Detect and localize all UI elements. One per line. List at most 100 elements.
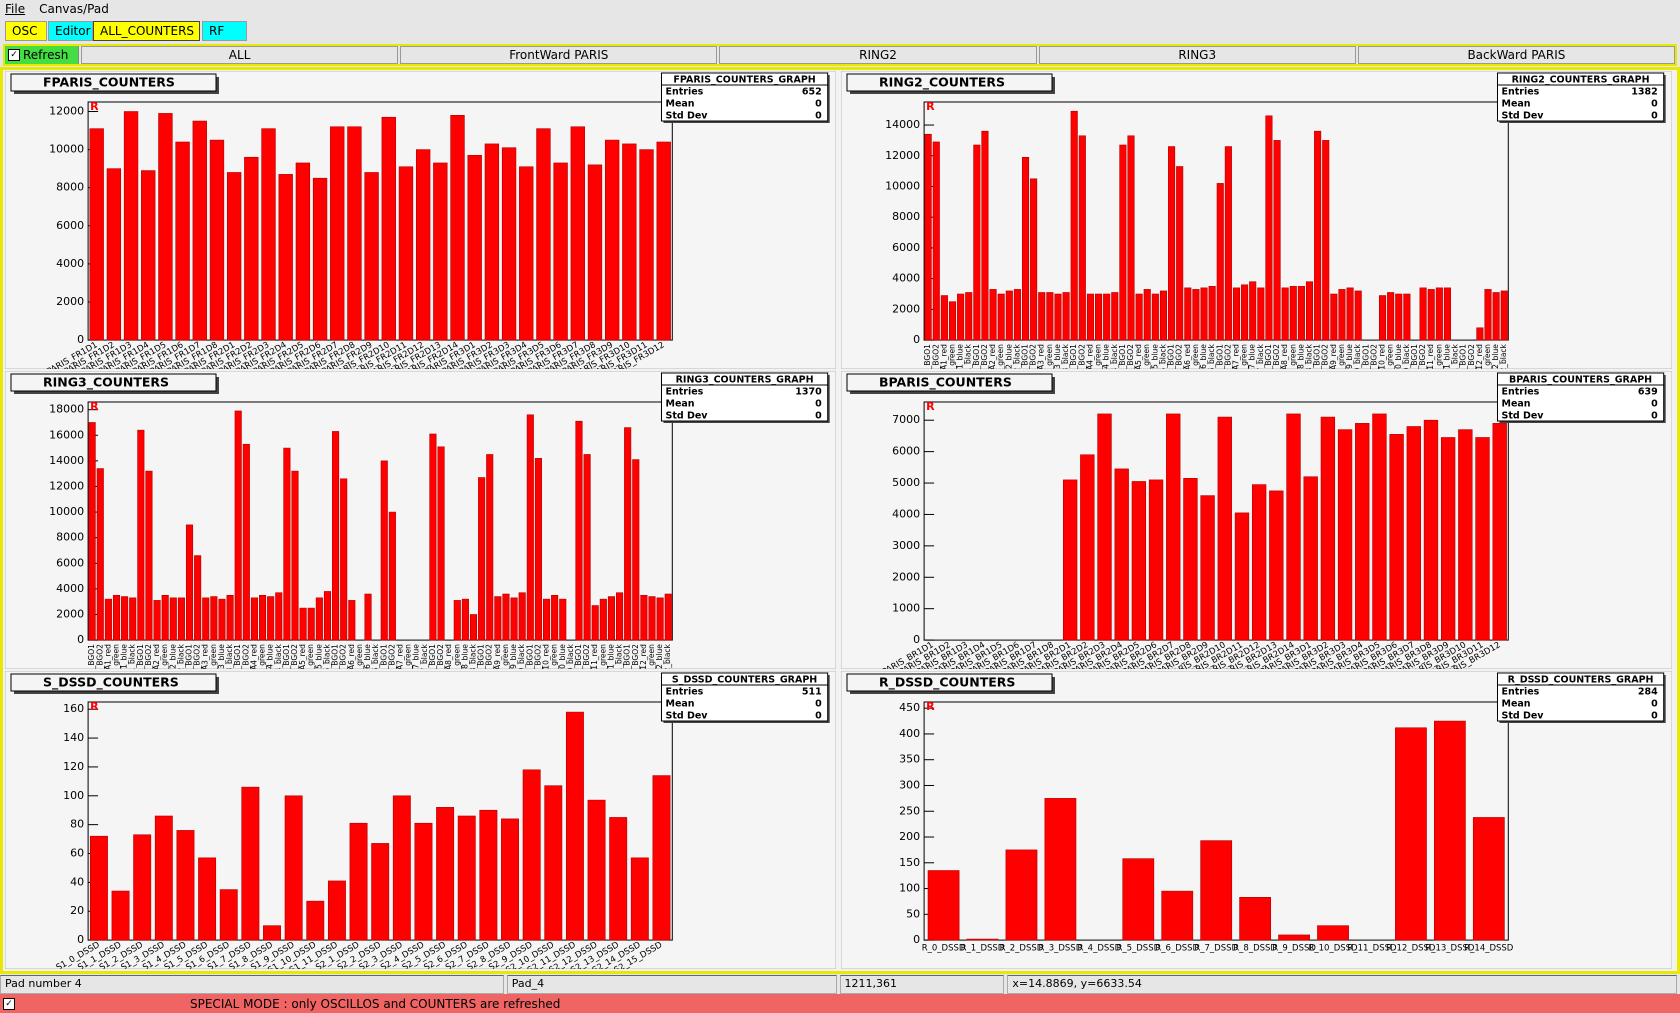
x-tick-label: R2A11_red — [1426, 344, 1435, 385]
stats-label: Entries — [1501, 87, 1539, 98]
bar — [639, 149, 654, 341]
sub-tab[interactable]: ALL — [81, 46, 399, 64]
x-tick-label: R2A3_green — [1045, 344, 1054, 390]
menu-bar: File Canvas/Pad — [0, 0, 1680, 20]
stats-value: 1370 — [795, 387, 822, 398]
stats-label: Mean — [665, 99, 694, 110]
tab[interactable]: OSC — [5, 21, 47, 41]
menu-item[interactable]: Canvas/Pad — [39, 2, 109, 16]
bar — [461, 598, 469, 641]
tab[interactable]: RF — [202, 21, 247, 41]
stats-box — [1496, 372, 1665, 422]
bar — [1354, 290, 1362, 341]
x-tick-label: R2A10_blue — [1394, 344, 1403, 389]
x-tick-label: R2A4_BGO2 — [1077, 344, 1086, 389]
bar — [371, 843, 390, 941]
x-tick-label: R_10_DSSD — [1308, 944, 1358, 954]
sub-tab[interactable]: BackWard PARIS — [1357, 46, 1676, 64]
x-tick-label: R3A7_BGO1 — [379, 644, 388, 689]
bar — [137, 429, 145, 641]
y-tick-label: 400 — [899, 727, 920, 740]
bar — [185, 524, 194, 641]
sub-tab[interactable]: FrontWard PARIS — [400, 46, 718, 64]
title-box — [10, 673, 217, 692]
bar — [997, 293, 1005, 341]
stats-label: Mean — [665, 699, 694, 710]
x-tick-label: R3A9_BGO1 — [477, 644, 486, 689]
stats-title: R_DSSD_COUNTERS_GRAPH — [1508, 675, 1654, 686]
x-tick-label: R2A11_BGO2 — [1418, 344, 1427, 394]
bar — [1281, 287, 1289, 341]
x-tick-label: R2A7_BGO2 — [1223, 344, 1232, 389]
x-tick-label: R2A1_green — [947, 344, 956, 390]
bar — [519, 166, 534, 341]
x-tick-label: R3A2_green — [160, 644, 169, 690]
bar — [1239, 897, 1272, 941]
chart-title: S_DSSD_COUNTERS — [43, 675, 179, 691]
x-tick-label: R_11_DSSD — [1347, 944, 1397, 954]
status-bar: Pad number 4 Pad_4 1211,361 x=14.8869, y… — [0, 975, 1680, 994]
bar — [154, 815, 173, 941]
y-tick-label: 60 — [70, 847, 84, 860]
y-tick-label: 12000 — [885, 149, 920, 162]
bar — [349, 822, 368, 941]
bar — [250, 597, 258, 641]
bar — [1475, 437, 1490, 641]
sub-tab[interactable]: RING3 — [1038, 46, 1356, 64]
x-tick-label: R3A1_blue — [120, 644, 129, 684]
chart-title: RING3_COUNTERS — [43, 375, 169, 391]
y-tick-label: 100 — [63, 789, 84, 802]
stats-value: 0 — [1651, 711, 1658, 722]
y-tick-label: 18000 — [49, 403, 84, 416]
bar — [1476, 327, 1484, 341]
stats-value: 0 — [815, 399, 822, 410]
x-tick-label: R2A4_green — [1094, 344, 1103, 390]
x-tick-label: R2A3_BGO2 — [1029, 344, 1038, 389]
x-tick-label: R2A9_red — [1329, 344, 1338, 380]
checkbox[interactable]: ✓ — [3, 997, 15, 1010]
x-tick-label: R3A4_blue — [266, 644, 275, 684]
checkbox[interactable]: ✓ — [8, 49, 20, 61]
x-tick-label: R3A6_BGO2 — [339, 644, 348, 689]
status-cell: 1211,361 — [839, 975, 1005, 994]
bar — [632, 459, 640, 641]
bar — [570, 126, 585, 341]
x-tick-label: R3A8_green — [452, 644, 461, 690]
sub-tab[interactable]: RING2 — [719, 46, 1037, 64]
bar — [1338, 289, 1346, 341]
pad: 01000200030004000500060007000PARIS_BR1D1… — [841, 371, 1672, 669]
x-tick-label: R3A8_red — [444, 644, 453, 680]
bar — [202, 597, 210, 641]
x-tick-label: R_8_DSSD — [1233, 944, 1277, 954]
title-box — [846, 673, 1053, 692]
y-tick-label: 20 — [70, 904, 84, 917]
y-tick-label: 150 — [899, 856, 920, 869]
refresh-button[interactable]: ✓ Refresh — [5, 46, 79, 64]
y-tick-label: 10000 — [49, 143, 84, 156]
bar — [1249, 281, 1257, 341]
x-tick-label: R2A1_red — [939, 344, 948, 380]
bar — [112, 594, 121, 641]
x-tick-label: R2A8_black — [1305, 343, 1314, 387]
bar — [192, 120, 207, 341]
bar — [1289, 286, 1297, 341]
bar — [544, 785, 563, 941]
x-tick-label: R_0_DSSD — [922, 944, 966, 954]
bar — [1005, 290, 1013, 341]
x-tick-label: R3A9_red — [493, 644, 502, 680]
tab[interactable]: ALL_COUNTERS — [93, 21, 200, 41]
bar — [194, 555, 202, 641]
y-tick-label: 6000 — [56, 219, 84, 232]
bar — [218, 598, 226, 641]
x-tick-label: R3A11_red — [590, 644, 599, 685]
bar — [153, 600, 161, 641]
stats-box — [1496, 72, 1665, 122]
menu-item[interactable]: File — [5, 2, 26, 16]
bar — [1472, 817, 1505, 941]
tab[interactable]: Editor — [48, 21, 93, 41]
x-tick-label: R3A4_BGO2 — [241, 644, 250, 689]
x-tick-label: R2A11_blue — [1442, 344, 1451, 389]
bar — [1119, 144, 1127, 341]
x-tick-label: R2A4_blue — [1102, 344, 1111, 384]
bar — [1131, 481, 1147, 641]
